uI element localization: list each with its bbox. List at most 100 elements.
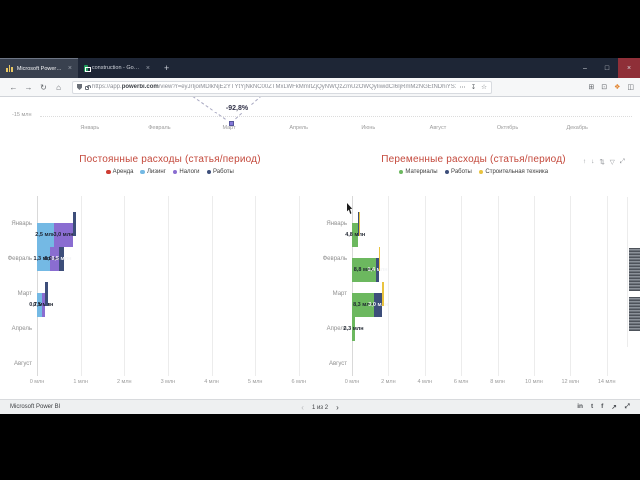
- bar-segment[interactable]: [44, 282, 48, 306]
- twitter-icon[interactable]: t: [591, 403, 594, 410]
- legend-label: Налоги: [179, 169, 200, 175]
- linkedin-icon[interactable]: in: [577, 403, 583, 410]
- padlock-icon[interactable]: [85, 84, 91, 90]
- x-axis-tick-label: 0 млн: [344, 379, 360, 385]
- category-label: Август: [13, 361, 32, 367]
- month-tick: Март: [222, 125, 236, 131]
- legend-item[interactable]: Работы: [444, 169, 472, 175]
- bar-segment[interactable]: [73, 212, 76, 236]
- browser-toolbar: ← → ↻ ⌂ https://app.powerbi.com/view?r=e…: [0, 78, 640, 97]
- data-label: 0,9 млн: [44, 256, 65, 262]
- tab-powerbi[interactable]: Microsoft Power BI ×: [0, 58, 78, 78]
- legend-item[interactable]: Работы: [206, 169, 234, 175]
- next-page-icon[interactable]: ›: [336, 402, 339, 412]
- data-label: 0,5 млн: [33, 302, 54, 308]
- legend-item[interactable]: Аренда: [106, 169, 133, 175]
- bar-segment[interactable]: 1,3 млн: [33, 247, 54, 271]
- forward-icon[interactable]: →: [24, 82, 33, 92]
- month-tick: Декабрь: [566, 125, 588, 131]
- drill-down-icon[interactable]: ↓: [591, 158, 595, 165]
- bar-segment[interactable]: [379, 247, 381, 271]
- mouse-cursor: [347, 203, 353, 214]
- bar-row: Август: [14, 352, 301, 376]
- bar-segment[interactable]: 3,0 млн: [54, 223, 74, 247]
- visual-header-toolbar: ↑ ↓ ⇅ ▽ ⤢: [583, 158, 625, 166]
- bar-segment[interactable]: 4,8 млн: [345, 223, 365, 247]
- legend-item[interactable]: Лизинг: [140, 169, 166, 175]
- tracking-shield-icon[interactable]: [77, 84, 82, 90]
- bar-segment[interactable]: 1,4 млн: [367, 258, 388, 282]
- legend-item[interactable]: Налоги: [172, 169, 200, 175]
- bar-segment[interactable]: 0,7 млн: [29, 293, 49, 317]
- tab-close-icon[interactable]: ×: [67, 65, 72, 72]
- fullscreen-icon[interactable]: ⤢: [624, 403, 630, 410]
- bar-segment[interactable]: 0,5 млн: [33, 293, 53, 317]
- category-label: Февраль: [7, 256, 32, 262]
- report-canvas: -15 млн -92,8% Январь Февраль Март Апрель Ию…: [0, 97, 640, 399]
- variable-costs-chart: Переменные расходы (статья/период) ↑ ↓ ⇅ ▽ ⤢…: [322, 154, 625, 399]
- chart-title: Постоянные расходы (статья/период): [79, 154, 261, 165]
- sidebar-menu-icon[interactable]: ◫: [627, 84, 634, 91]
- extension-icon[interactable]: ❖: [614, 84, 621, 91]
- bar-row: Январь 4,8 млн: [326, 212, 624, 247]
- library-icon[interactable]: ⊞: [588, 84, 595, 91]
- data-point-marker[interactable]: [229, 121, 234, 126]
- filter-icon[interactable]: ▽: [609, 159, 615, 166]
- back-icon[interactable]: ←: [9, 82, 18, 92]
- prev-page-icon[interactable]: ‹: [301, 402, 304, 412]
- bar-row: Март 0,7 млн 0,5 млн: [18, 282, 301, 317]
- x-axis-tick-label: 12 млн: [561, 379, 580, 385]
- x-axis-tick-label: 10 млн: [525, 379, 543, 385]
- save-to-pocket-icon[interactable]: ↧: [470, 84, 477, 91]
- share-icon[interactable]: ↗: [611, 404, 617, 411]
- screenshot-icon[interactable]: ⊡: [601, 84, 608, 91]
- bar-row: Январь 2,5 млн 3,0 млн: [11, 212, 301, 247]
- url-text[interactable]: https://app.powerbi.com/view?r=eyJrIjoiM…: [92, 84, 456, 90]
- focus-mode-icon[interactable]: ⤢: [619, 158, 625, 165]
- new-tab-button[interactable]: +: [164, 63, 170, 73]
- bookmark-star-icon[interactable]: ☆: [481, 84, 487, 91]
- bar-segment[interactable]: 8,8 млн: [352, 258, 376, 282]
- bar-segment[interactable]: 8,3 млн: [352, 293, 375, 317]
- bar-segment[interactable]: 2,5 млн: [35, 223, 55, 247]
- tab-close-icon[interactable]: ×: [145, 64, 150, 72]
- month-tick: Октябрь: [496, 125, 519, 131]
- gridline: [606, 196, 608, 376]
- bar-row: Март 8,3 млн 3,0 млн: [333, 282, 624, 317]
- close-button[interactable]: ×: [618, 58, 640, 78]
- bar-segment[interactable]: 2,3 млн: [344, 317, 364, 341]
- legend-label: Аренда: [112, 169, 134, 175]
- bar-segment[interactable]: 3,0 млн: [368, 293, 388, 317]
- tab-google-sheets[interactable]: construction - Google Табли… ×: [78, 58, 156, 78]
- maximize-button[interactable]: □: [604, 64, 610, 72]
- x-axis-tick-label: 8 млн: [490, 379, 505, 385]
- gridline: [167, 196, 169, 376]
- overflow-icon[interactable]: ⋯: [459, 84, 466, 91]
- legend-item[interactable]: Строительная техника: [478, 169, 548, 175]
- letterbox-top: [0, 0, 640, 58]
- bar-segment[interactable]: 0,9 млн: [44, 247, 64, 271]
- powerbi-brand[interactable]: Microsoft Power BI: [10, 404, 61, 410]
- gridline: [211, 196, 213, 376]
- gridline: [497, 196, 499, 376]
- bar-track: 4,8 млн: [345, 212, 372, 247]
- drill-up-icon[interactable]: ↑: [582, 158, 587, 165]
- legend-item[interactable]: Материалы: [398, 169, 438, 175]
- x-axis-tick-label: 2 млн: [116, 379, 132, 385]
- tab-title: construction - Google Табли…: [91, 65, 140, 71]
- month-tick: Январь: [80, 125, 100, 131]
- x-axis-tick-label: 3 млн: [160, 379, 176, 385]
- bar-segment[interactable]: [382, 282, 384, 306]
- bar-segment[interactable]: 0,5 млн: [51, 247, 71, 271]
- gridline: [37, 196, 38, 376]
- data-point-annotation: -92,8%: [214, 105, 260, 112]
- bar-track: 0,7 млн 0,5 млн: [29, 282, 77, 317]
- bar-track: 2,3 млн: [344, 317, 372, 341]
- url-bar[interactable]: https://app.powerbi.com/view?r=eyJrIjoiM…: [72, 80, 492, 94]
- data-label: 1,4 млн: [367, 267, 388, 273]
- minimize-button[interactable]: –: [583, 64, 587, 72]
- home-icon[interactable]: ⌂: [56, 82, 61, 92]
- reload-icon[interactable]: ↻: [40, 82, 47, 92]
- expand-hierarchy-icon[interactable]: ⇅: [599, 159, 605, 166]
- facebook-icon[interactable]: f: [601, 403, 604, 410]
